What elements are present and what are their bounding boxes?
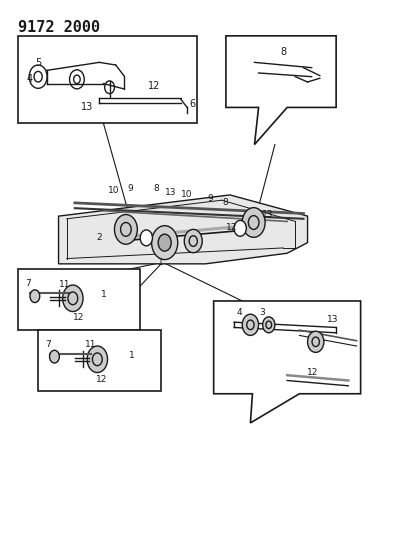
Circle shape [242, 208, 265, 237]
Text: 3: 3 [260, 308, 266, 317]
Text: 2: 2 [97, 233, 102, 242]
Polygon shape [226, 36, 336, 144]
Text: 9172 2000: 9172 2000 [18, 20, 100, 35]
Text: 4: 4 [26, 74, 32, 84]
Text: 1: 1 [101, 289, 106, 298]
Text: 4: 4 [236, 308, 242, 317]
Polygon shape [214, 301, 360, 423]
Text: 12: 12 [307, 368, 318, 377]
Bar [38, 330, 161, 391]
Text: 13: 13 [165, 188, 177, 197]
Text: 8: 8 [154, 183, 159, 192]
Text: 12: 12 [96, 375, 107, 384]
Text: 8: 8 [222, 198, 228, 207]
Text: 1: 1 [129, 351, 135, 360]
Text: 13: 13 [81, 102, 93, 112]
Text: 10: 10 [108, 186, 120, 195]
Circle shape [184, 229, 202, 253]
Text: 13: 13 [327, 315, 339, 324]
Text: 10: 10 [180, 190, 192, 199]
Text: 1: 1 [158, 259, 164, 267]
Circle shape [158, 234, 171, 251]
Bar [18, 269, 140, 330]
Text: 11: 11 [59, 280, 70, 289]
Bar [18, 36, 197, 123]
Circle shape [140, 230, 152, 246]
Circle shape [115, 215, 137, 244]
Circle shape [62, 285, 83, 312]
Text: 12: 12 [148, 80, 161, 91]
Polygon shape [58, 195, 307, 264]
Circle shape [263, 317, 275, 333]
Text: 13: 13 [262, 210, 273, 219]
Circle shape [152, 225, 178, 260]
Text: 8: 8 [280, 47, 286, 56]
Text: 7: 7 [25, 279, 31, 288]
Text: 9: 9 [208, 194, 213, 203]
Text: 6: 6 [189, 99, 196, 109]
Circle shape [242, 314, 259, 335]
Text: 9: 9 [127, 183, 133, 192]
Circle shape [50, 350, 59, 363]
Text: 12: 12 [73, 313, 85, 322]
Text: 12: 12 [226, 223, 238, 232]
Circle shape [30, 290, 40, 303]
Text: 7: 7 [46, 341, 51, 350]
Text: 5: 5 [35, 59, 41, 68]
Text: 11: 11 [85, 341, 97, 350]
Circle shape [234, 220, 246, 236]
Circle shape [87, 346, 108, 373]
Circle shape [307, 331, 324, 352]
